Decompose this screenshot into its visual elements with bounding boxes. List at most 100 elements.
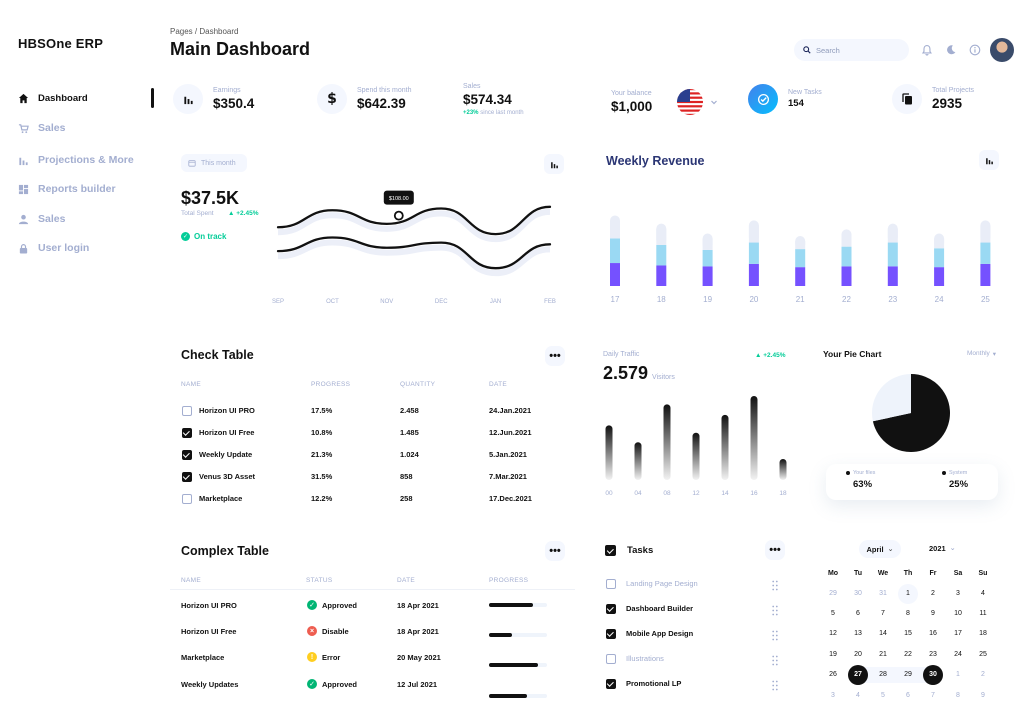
- calendar-day[interactable]: 17: [954, 630, 962, 637]
- search-input[interactable]: Search: [794, 39, 910, 61]
- calendar-day[interactable]: 25: [979, 651, 987, 658]
- range-select[interactable]: This month: [181, 154, 247, 172]
- revenue-bar-segment: [656, 245, 667, 266]
- drag-handle-icon[interactable]: [772, 653, 778, 666]
- sidebar-item-user-login[interactable]: User login: [18, 242, 89, 254]
- calendar-day[interactable]: 8: [956, 692, 960, 699]
- calendar-day[interactable]: 31: [879, 590, 887, 597]
- info-icon[interactable]: [969, 44, 981, 56]
- row-checkbox[interactable]: [182, 450, 192, 460]
- calendar-day[interactable]: 2: [981, 671, 985, 678]
- task-checkbox[interactable]: [606, 654, 616, 664]
- drag-handle-icon[interactable]: [772, 578, 778, 591]
- calendar-day[interactable]: 4: [981, 590, 985, 597]
- calendar-day[interactable]: 21: [879, 651, 887, 658]
- change-value: +2.45%: [236, 210, 259, 217]
- sidebar-item-projections[interactable]: Projections & More: [18, 154, 134, 166]
- calendar-day[interactable]: 7: [881, 610, 885, 617]
- cell-quantity: 1.485: [400, 428, 419, 437]
- breadcrumb[interactable]: Pages / Dashboard: [170, 27, 239, 36]
- calendar-day[interactable]: 15: [904, 630, 912, 637]
- sidebar-item-sales-2[interactable]: Sales: [18, 213, 65, 225]
- moon-icon[interactable]: [945, 44, 957, 56]
- calendar-day[interactable]: 4: [856, 692, 860, 699]
- calendar-day[interactable]: 3: [831, 692, 835, 699]
- calendar-day[interactable]: 10: [954, 610, 962, 617]
- calendar-day[interactable]: 12: [829, 630, 837, 637]
- pie-slice: [872, 374, 911, 422]
- calendar-day[interactable]: 14: [879, 630, 887, 637]
- calendar-day[interactable]: 24: [954, 651, 962, 658]
- change-value: +2.45%: [763, 352, 786, 359]
- calendar-day[interactable]: 27: [848, 665, 868, 685]
- sidebar-item-dashboard[interactable]: Dashboard: [18, 93, 88, 104]
- calendar-day[interactable]: 11: [979, 610, 987, 617]
- task-checkbox[interactable]: [606, 579, 616, 589]
- calendar-day[interactable]: 1: [898, 584, 918, 604]
- revenue-bar-segment: [702, 238, 713, 250]
- calendar-day[interactable]: 3: [956, 590, 960, 597]
- more-options-button[interactable]: •••: [765, 540, 785, 560]
- calendar-day[interactable]: 7: [931, 692, 935, 699]
- task-checkbox[interactable]: [606, 679, 616, 689]
- more-options-button[interactable]: •••: [545, 541, 565, 561]
- calendar-day[interactable]: 19: [829, 651, 837, 658]
- row-checkbox[interactable]: [182, 406, 192, 416]
- calendar-day[interactable]: 8: [906, 610, 910, 617]
- drag-handle-icon[interactable]: [772, 628, 778, 641]
- calendar-day[interactable]: 29: [904, 671, 912, 678]
- copy-icon: [892, 84, 922, 114]
- task-checkbox[interactable]: [606, 629, 616, 639]
- drag-handle-icon[interactable]: [772, 678, 778, 691]
- legend-value: 63%: [853, 479, 873, 490]
- calendar-day[interactable]: 30: [854, 590, 862, 597]
- calendar-day[interactable]: 5: [881, 692, 885, 699]
- calendar-day[interactable]: 1: [956, 671, 960, 678]
- row-checkbox[interactable]: [182, 428, 192, 438]
- year-select[interactable]: 2021 ⌄: [929, 544, 956, 553]
- chevron-down-icon: ⌄: [887, 546, 894, 553]
- stat-value: 154: [788, 98, 804, 109]
- bar-chart-icon: [550, 161, 558, 168]
- more-options-button[interactable]: •••: [545, 346, 565, 366]
- calendar-day[interactable]: 9: [931, 610, 935, 617]
- chart-options-button[interactable]: [979, 150, 999, 170]
- period-select[interactable]: Monthly ▾: [967, 350, 996, 358]
- bell-icon[interactable]: [921, 44, 933, 56]
- calendar-day[interactable]: 28: [879, 671, 887, 678]
- x-circle-icon: ×: [307, 626, 317, 636]
- calendar-day[interactable]: 13: [854, 630, 862, 637]
- calendar-day[interactable]: 16: [929, 630, 937, 637]
- chevron-down-icon[interactable]: [710, 98, 718, 106]
- calendar-day[interactable]: 29: [829, 590, 837, 597]
- cell-date: 20 May 2021: [397, 653, 441, 662]
- calendar-day[interactable]: 9: [981, 692, 985, 699]
- cell-progress: 21.3%: [311, 450, 333, 459]
- calendar-day[interactable]: 2: [931, 590, 935, 597]
- revenue-bar-segment: [980, 225, 991, 243]
- calendar-day[interactable]: 5: [831, 610, 835, 617]
- calendar-day[interactable]: 26: [829, 671, 837, 678]
- traffic-bar: [721, 414, 729, 480]
- calendar-day[interactable]: 18: [979, 630, 987, 637]
- tasks-select-all-checkbox[interactable]: [605, 545, 616, 556]
- calendar-day[interactable]: 30: [923, 665, 943, 685]
- tooltip-point[interactable]: [393, 210, 404, 221]
- brand-logo: HBSOne ERP: [18, 36, 104, 51]
- sidebar-item-reports-builder[interactable]: Reports builder: [18, 183, 116, 195]
- revenue-bar-segment: [610, 263, 620, 286]
- sidebar-item-sales[interactable]: Sales: [18, 122, 65, 134]
- drag-handle-icon[interactable]: [772, 603, 778, 616]
- calendar-day[interactable]: 6: [856, 610, 860, 617]
- row-checkbox[interactable]: [182, 494, 192, 504]
- calendar-day[interactable]: 22: [904, 651, 912, 658]
- calendar-day[interactable]: 20: [854, 651, 862, 658]
- chart-options-button[interactable]: [544, 154, 564, 174]
- row-checkbox[interactable]: [182, 472, 192, 482]
- avatar[interactable]: [990, 38, 1014, 62]
- task-checkbox[interactable]: [606, 604, 616, 614]
- us-flag-icon[interactable]: [676, 88, 704, 116]
- month-select[interactable]: April ⌄: [859, 540, 901, 558]
- calendar-day[interactable]: 23: [929, 651, 937, 658]
- calendar-day[interactable]: 6: [906, 692, 910, 699]
